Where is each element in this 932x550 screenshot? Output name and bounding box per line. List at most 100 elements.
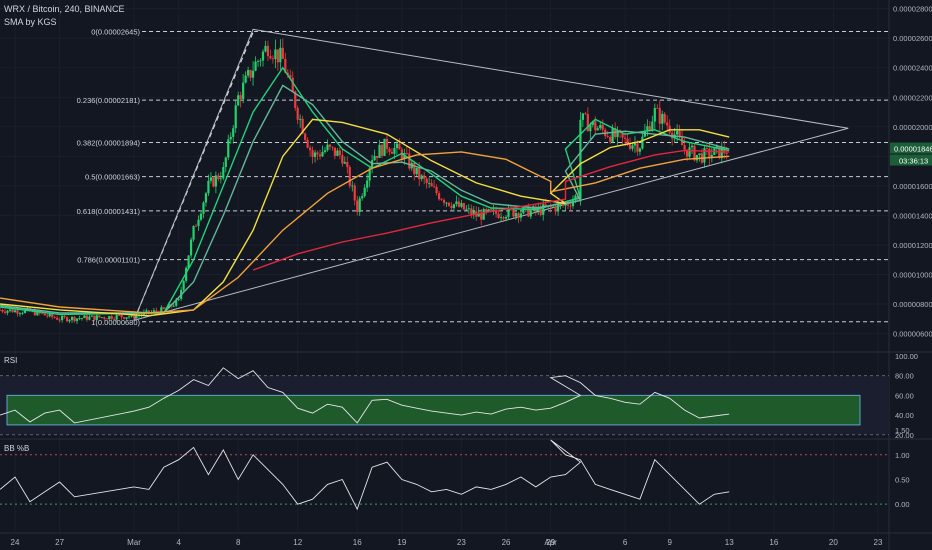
candle-down: [623, 137, 627, 139]
candle-down: [338, 150, 341, 156]
candle-down: [375, 155, 379, 158]
candle-up: [274, 49, 277, 60]
candle-down: [147, 310, 151, 314]
candle-down: [398, 143, 401, 150]
candle-down: [628, 144, 632, 149]
candle-down: [333, 147, 337, 156]
candle-down: [566, 204, 570, 206]
candle-down: [194, 225, 198, 227]
bb-line: [0, 439, 730, 511]
candle-down: [405, 152, 408, 154]
candle-down: [586, 113, 589, 132]
x-tick-label: Mar: [127, 538, 141, 547]
candle-down: [457, 201, 460, 207]
candle-down: [291, 77, 294, 92]
sma-line-4: [0, 151, 730, 314]
candle-down: [239, 95, 242, 99]
candle-down: [517, 213, 520, 218]
fib-level-label: 1(0.00000680): [91, 318, 140, 327]
candle-up: [455, 201, 458, 205]
candle-up: [6, 310, 9, 313]
bb-tick-label: 0.00: [895, 500, 910, 509]
candle-down: [539, 207, 542, 215]
candle-up: [323, 150, 327, 153]
bb-title: BB %B: [4, 444, 29, 453]
candle-up: [351, 185, 354, 187]
candle-down: [311, 150, 314, 157]
candle-down: [584, 113, 587, 115]
candle-up: [90, 315, 93, 317]
x-tick-label: 29: [546, 538, 555, 547]
candle-down: [73, 316, 76, 322]
candle-down: [502, 217, 505, 219]
triangle-drawing[interactable]: [133, 28, 849, 322]
candle-up: [507, 207, 510, 217]
price-tick-label: 0.00001400: [893, 211, 932, 220]
candle-up: [197, 219, 200, 226]
candle-up: [259, 60, 262, 62]
candle-down: [497, 213, 500, 218]
candle-down: [63, 315, 66, 318]
candle-up: [661, 113, 664, 124]
candle-up: [199, 213, 203, 220]
candle-up: [247, 70, 250, 76]
candle-down: [527, 205, 530, 217]
price-tick-label: 0.00002200: [893, 93, 932, 102]
candle-up: [95, 315, 98, 320]
candle-up: [321, 152, 324, 157]
candle-up: [145, 310, 148, 313]
candle-up: [214, 175, 217, 187]
candle-down: [490, 209, 493, 211]
candle-down: [103, 317, 106, 319]
candle-down: [685, 149, 689, 157]
sma-lines: [0, 66, 730, 317]
fib-trend-line: [133, 32, 254, 321]
candle-down: [11, 309, 14, 313]
candle-up: [100, 317, 103, 318]
candle-up: [403, 152, 406, 159]
candle-up: [234, 105, 237, 129]
fib-level-label: 0.5(0.00001663): [85, 173, 141, 182]
candle-up: [420, 175, 423, 180]
x-tick-label: 16: [769, 538, 778, 547]
x-tick-label: 19: [397, 538, 406, 547]
candle-down: [594, 121, 597, 131]
candle-down: [65, 317, 69, 322]
candle-up: [227, 139, 230, 158]
candle-up: [222, 167, 225, 179]
candle-down: [480, 212, 483, 220]
candle-up: [552, 206, 555, 208]
price-tick-label: 0.00001600: [893, 182, 932, 191]
candle-up: [177, 298, 180, 300]
fib-level-label: 0.786(0.00001101): [77, 256, 140, 265]
candle-up: [135, 315, 138, 319]
symbol-title: WRX / Bitcoin, 240, BINANCE: [4, 4, 125, 14]
fib-retracement[interactable]: 0(0.00002645) 0.236(0.00002181) 0.382(0.00…: [77, 28, 889, 327]
x-tick-label: 4: [176, 538, 181, 547]
candle-down: [609, 136, 612, 142]
candle-up: [361, 196, 364, 199]
candle-up: [261, 51, 265, 61]
candle-down: [301, 118, 304, 134]
candle-up: [244, 75, 247, 83]
candle-up: [472, 211, 475, 215]
candle-down: [388, 148, 391, 152]
candle-up: [720, 147, 723, 159]
sma-line-3: [0, 118, 730, 317]
x-tick-label: 23: [874, 538, 883, 547]
x-tick-label: 13: [725, 538, 734, 547]
candle-up: [482, 209, 485, 220]
candle-up: [363, 187, 366, 197]
candle-down: [723, 147, 726, 154]
candle-down: [348, 167, 351, 186]
candle-down: [390, 151, 394, 154]
candle-down: [249, 70, 252, 78]
rsi-line: [0, 367, 730, 424]
x-tick-label: 12: [293, 538, 302, 547]
candle-up: [326, 144, 329, 151]
candle-up: [641, 136, 644, 149]
candle-down: [123, 317, 126, 319]
candle-down: [304, 133, 307, 140]
candle-up: [313, 152, 317, 157]
